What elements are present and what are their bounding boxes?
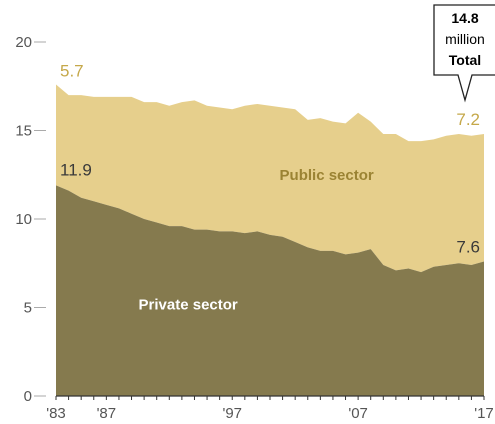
y-tick-label: 15 xyxy=(15,123,32,140)
x-tick-label: '17 xyxy=(474,405,494,422)
y-tick-label: 10 xyxy=(15,211,32,228)
x-tick-label: '07 xyxy=(348,405,368,422)
total-callout-box xyxy=(433,4,495,103)
private-sector-start-value: 11.9 xyxy=(60,160,92,179)
private-sector-end-value: 7.6 xyxy=(456,237,480,256)
y-tick-label: 5 xyxy=(24,300,32,317)
y-tick-label: 0 xyxy=(24,388,32,405)
private-sector-series-label: Private sector xyxy=(139,296,238,313)
public-sector-end-value: 7.2 xyxy=(456,110,480,129)
total-callout: 14.8 million Total xyxy=(433,4,495,103)
x-tick-label: '87 xyxy=(97,405,117,422)
x-tick-label: '97 xyxy=(222,405,242,422)
total-callout-unit: million xyxy=(445,31,485,47)
public-sector-series-label: Public sector xyxy=(280,167,374,184)
public-sector-start-value: 5.7 xyxy=(60,61,84,80)
total-callout-value: 14.8 xyxy=(451,10,478,26)
x-tick-label: '83 xyxy=(46,405,66,422)
private-sector-area xyxy=(56,185,484,396)
stacked-areas xyxy=(56,84,484,396)
data-labels: 5.7 11.9 7.2 7.6 Public sector Private s… xyxy=(60,61,480,313)
public-sector-area xyxy=(56,84,484,273)
total-callout-label: Total xyxy=(449,52,481,68)
axes: 0 5 10 15 20 '83 '87 '97 '07 '17 xyxy=(15,34,493,422)
y-tick-label: 20 xyxy=(15,34,32,51)
